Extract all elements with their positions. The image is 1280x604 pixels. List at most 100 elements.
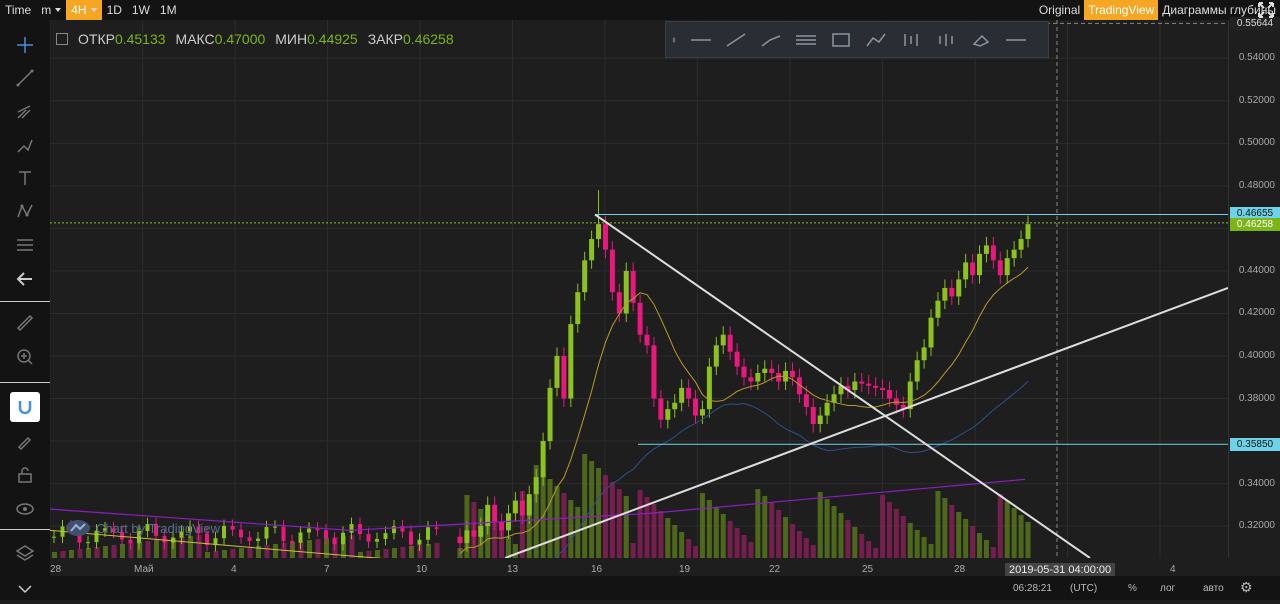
brush-icon[interactable] xyxy=(861,25,891,55)
gear-icon[interactable]: ⚙ xyxy=(1240,579,1253,595)
volume-bar xyxy=(983,540,989,558)
candle-body xyxy=(247,537,252,541)
open-label: ОТКР xyxy=(78,31,115,47)
candle-body xyxy=(222,525,226,539)
volume-bar xyxy=(213,551,219,558)
volume-bar xyxy=(623,496,629,558)
timeframe-2[interactable]: 4H xyxy=(66,0,102,20)
drag-handle-icon[interactable] xyxy=(671,25,681,55)
candle-body xyxy=(637,302,643,335)
ruler-icon[interactable] xyxy=(10,308,40,338)
price-tick-label: 0.52000 xyxy=(1238,94,1275,106)
tradingview-logo-icon xyxy=(66,520,90,536)
price-axis[interactable]: 0.54000 0.52000 0.50000 0.48000 0.44000 0.420… xyxy=(1228,17,1280,558)
volume-bar xyxy=(392,548,397,558)
volume-bar xyxy=(852,527,858,558)
moving-average-line xyxy=(50,529,383,558)
layers-icon[interactable] xyxy=(10,538,40,568)
trend-line xyxy=(594,213,1091,558)
lock-pencil-icon[interactable] xyxy=(10,426,40,456)
magnet-icon[interactable] xyxy=(10,392,40,422)
volume-bar xyxy=(298,541,304,558)
chart-type-2[interactable]: Диаграммы глубины xyxy=(1162,3,1276,17)
horizontal-line-icon[interactable] xyxy=(1001,25,1031,55)
candle-body xyxy=(755,372,761,382)
brush-icon[interactable] xyxy=(10,130,40,160)
volume-bar xyxy=(658,511,664,558)
candle-body xyxy=(273,526,277,528)
volume-bar xyxy=(921,537,927,558)
timeframe-3[interactable]: 1D xyxy=(102,0,127,20)
volume-bar xyxy=(315,539,321,558)
time-axis[interactable]: 28 Май 4 7 10 13 16 19 22 25 28 4 xyxy=(50,558,1228,576)
lock-icon[interactable] xyxy=(10,460,40,490)
price-tick-label: 0.32000 xyxy=(1238,520,1275,532)
timezone[interactable]: (UTC) xyxy=(1070,583,1098,594)
time-tick-label: 16 xyxy=(591,564,603,575)
volume-bar xyxy=(196,535,202,558)
candle-body xyxy=(519,500,525,516)
candle-body xyxy=(983,245,989,254)
crosshair-icon[interactable] xyxy=(10,30,40,60)
candles-alt-icon[interactable] xyxy=(931,25,961,55)
text-icon[interactable] xyxy=(10,163,40,193)
candle-body xyxy=(52,536,56,538)
volume-bar xyxy=(205,552,210,558)
candle-body xyxy=(205,533,209,546)
volume-bar xyxy=(434,543,440,558)
candle-body xyxy=(963,262,969,280)
time-tick-label: 10 xyxy=(416,564,428,575)
ray-icon[interactable] xyxy=(756,25,786,55)
eye-icon[interactable] xyxy=(10,494,40,524)
candle-body xyxy=(575,292,581,325)
candle-body xyxy=(457,536,463,544)
pitchfork-icon[interactable] xyxy=(10,96,40,126)
chart-type-1[interactable]: TradingView xyxy=(1084,0,1159,20)
zoom-icon[interactable] xyxy=(10,342,40,372)
volume-bar xyxy=(997,494,1003,558)
pattern-icon[interactable] xyxy=(10,196,40,226)
log-toggle[interactable]: лог xyxy=(1160,583,1176,594)
volume-bar xyxy=(485,516,491,558)
last-price-badge: 0.46258 xyxy=(1230,218,1280,232)
volume-bar xyxy=(77,549,83,558)
volume-bar xyxy=(264,545,270,558)
volume-bar xyxy=(817,492,823,558)
timeframe-0[interactable]: Time xyxy=(0,0,36,20)
candles-icon[interactable] xyxy=(896,25,926,55)
trend-line-icon[interactable] xyxy=(721,25,751,55)
ohlc-expand-icon[interactable] xyxy=(56,33,68,45)
candle-body xyxy=(748,377,754,382)
candle-body xyxy=(935,300,941,318)
fib-icon[interactable] xyxy=(10,230,40,260)
fullscreen-icon[interactable] xyxy=(1257,1,1275,24)
arrow-left-icon[interactable] xyxy=(10,264,40,294)
trend-line-icon[interactable] xyxy=(10,63,40,93)
candle-body xyxy=(686,387,692,399)
time-tick-label: 28 xyxy=(50,564,62,575)
rectangle-icon[interactable] xyxy=(826,25,856,55)
horizontal-ray-icon[interactable] xyxy=(686,25,716,55)
candle-body xyxy=(810,407,816,425)
parallel-lines-icon[interactable] xyxy=(791,25,821,55)
auto-toggle[interactable]: авто xyxy=(1203,583,1224,594)
volume-bar xyxy=(866,541,872,558)
candle-body xyxy=(1004,258,1010,276)
candle-body xyxy=(485,504,491,527)
timeframe-1[interactable]: m xyxy=(36,0,66,20)
candle-body xyxy=(734,351,740,367)
trend-line xyxy=(504,286,1228,558)
price-chart[interactable] xyxy=(50,20,1228,558)
timeframe-4[interactable]: 1W xyxy=(127,0,155,20)
chevron-down-icon[interactable] xyxy=(10,574,40,604)
candle-body xyxy=(434,527,439,529)
candle-body xyxy=(332,538,337,545)
timeframe-5[interactable]: 1M xyxy=(155,0,182,20)
volume-bar xyxy=(699,493,705,558)
percent-toggle[interactable]: % xyxy=(1128,583,1137,594)
volume-bar xyxy=(358,552,363,558)
eraser-icon[interactable] xyxy=(966,25,996,55)
volume-bar xyxy=(457,548,463,558)
volume-bar xyxy=(741,535,747,558)
chart-type-0[interactable]: Original xyxy=(1038,3,1081,17)
